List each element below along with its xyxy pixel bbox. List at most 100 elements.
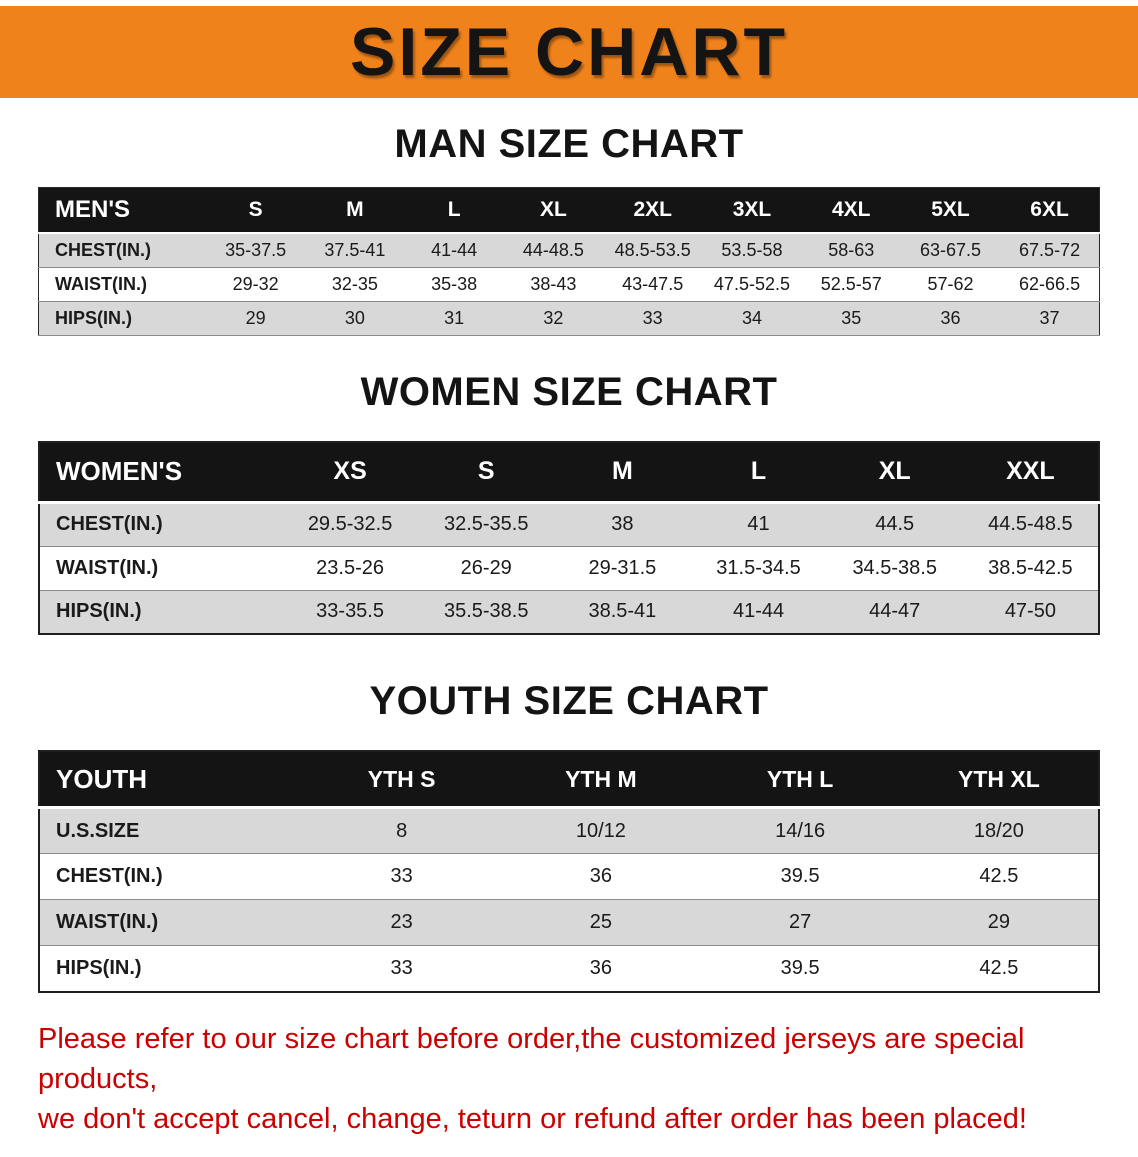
size-header-cell: YTH S	[302, 751, 502, 808]
banner: SIZE CHART	[0, 6, 1138, 98]
value-cell: 47-50	[1004, 600, 1056, 623]
size-header-cell: YTH L	[700, 751, 900, 808]
row-label-cell: HIPS(IN.)	[56, 600, 142, 623]
row-label-cell: CHEST(IN.)	[56, 513, 163, 535]
value-cell: 41-44	[431, 239, 478, 260]
value-cell: 29-32	[232, 273, 279, 294]
value-cell: 38	[611, 513, 634, 535]
value-cell: 62-66.5	[1019, 273, 1081, 294]
women-section-heading: WOMEN SIZE CHART	[360, 369, 778, 414]
size-header-cell: 3XL	[702, 187, 802, 233]
value-cell: 31.5-34.5	[716, 556, 801, 579]
row-label-cell: HIPS(IN.)	[56, 956, 142, 979]
size-header-cell: M	[554, 441, 691, 502]
size-header-cell: S	[206, 187, 306, 233]
size-header-cell: L	[404, 187, 504, 233]
row-label-cell: CHEST(IN.)	[56, 865, 163, 887]
value-cell: 53.5-58	[721, 239, 783, 260]
value-cell: 42.5	[979, 865, 1019, 887]
size-header-cell: YTH M	[501, 751, 701, 808]
table-row: WAIST(IN.) 23.5-26 26-29 29-31.5 31.5-34.5 34…	[39, 546, 1099, 590]
value-cell: 63-67.5	[919, 239, 982, 260]
value-cell: 35-37.5	[225, 239, 287, 260]
table-title-cell: YOUTH	[39, 751, 302, 808]
table-row: HIPS(IN.) 33-35.5 35.5-38.5 38.5-41 41-44 44-…	[39, 590, 1099, 634]
size-header-cell: 5XL	[900, 187, 1001, 233]
value-cell: 52.5-57	[820, 273, 882, 294]
value-cell: 34.5-38.5	[852, 556, 937, 579]
value-cell: 43-47.5	[622, 273, 684, 294]
value-cell: 41	[747, 513, 770, 535]
value-cell: 33	[390, 956, 413, 979]
value-cell: 38.5-41	[588, 600, 657, 623]
value-cell: 44.5	[875, 513, 915, 535]
table-row: WAIST(IN.) 23 25 27 29	[39, 899, 1099, 946]
value-cell: 33-35.5	[316, 600, 384, 623]
size-header-cell: S	[418, 441, 555, 502]
value-cell: 41-44	[732, 600, 785, 623]
section-men: MAN SIZE CHART MEN'S S M L XL 2XL 3XL 4XL 5XL 6XL…	[0, 122, 1138, 336]
table-row: CHEST(IN.) 29.5-32.5 32.5-35.5 38 41 44.5 44.5…	[39, 502, 1099, 546]
size-header-cell: 2XL	[603, 187, 703, 233]
value-cell: 36	[589, 865, 612, 887]
value-cell: 47.5-52.5	[713, 273, 790, 294]
table-row: HIPS(IN.) 29 30 31 32 33 34 35 36 37	[38, 301, 1100, 335]
size-header-cell: 4XL	[801, 187, 901, 233]
value-cell: 34	[741, 307, 762, 328]
row-label-cell: WAIST(IN.)	[55, 273, 147, 294]
table-title-cell: WOMEN'S	[39, 441, 282, 502]
size-header-cell: YTH XL	[899, 751, 1099, 808]
value-cell: 44.5-48.5	[988, 513, 1073, 535]
disclaimer: Please refer to our size chart before or…	[0, 1019, 1138, 1139]
row-label-cell: CHEST(IN.)	[55, 239, 151, 260]
value-cell: 26-29	[460, 556, 512, 579]
table-row: CHEST(IN.) 33 36 39.5 42.5	[39, 853, 1099, 900]
section-youth: YOUTH SIZE CHART YOUTH YTH S YTH M YTH L YTH…	[0, 679, 1138, 993]
value-cell: 35.5-38.5	[443, 600, 529, 623]
value-cell: 18/20	[973, 819, 1024, 842]
value-cell: 38.5-42.5	[988, 556, 1073, 579]
value-cell: 33	[642, 307, 663, 328]
size-header-cell: 6XL	[1000, 187, 1100, 233]
row-label-cell: U.S.SIZE	[56, 819, 140, 842]
value-cell: 37.5-41	[324, 239, 386, 260]
row-label-cell: WAIST(IN.)	[56, 556, 159, 579]
value-cell: 29.5-32.5	[307, 513, 393, 535]
size-header-cell: XS	[282, 441, 419, 502]
value-cell: 48.5-53.5	[614, 239, 691, 260]
value-cell: 58-63	[828, 239, 875, 260]
value-cell: 36	[940, 307, 961, 328]
value-cell: 39.5	[780, 865, 820, 887]
value-cell: 25	[589, 911, 612, 933]
banner-title: SIZE CHART	[350, 14, 788, 90]
table-title-cell: MEN'S	[38, 187, 206, 233]
value-cell: 35-38	[431, 273, 478, 294]
value-cell: 32-35	[331, 273, 378, 294]
value-cell: 29	[987, 911, 1010, 933]
value-cell: 10/12	[575, 819, 626, 842]
header-row: YOUTH YTH S YTH M YTH L YTH XL	[39, 751, 1099, 808]
value-cell: 30	[344, 307, 365, 328]
value-cell: 57-62	[927, 273, 974, 294]
value-cell: 14/16	[775, 819, 826, 842]
men-size-table: MEN'S S M L XL 2XL 3XL 4XL 5XL 6XL CHEST(IN.) 35-37…	[38, 187, 1100, 336]
disclaimer-line-1: Please refer to our size chart before or…	[38, 1022, 1025, 1095]
value-cell: 23.5-26	[316, 556, 384, 579]
value-cell: 35	[841, 307, 862, 328]
value-cell: 29	[245, 307, 266, 328]
table-row: WAIST(IN.) 29-32 32-35 35-38 38-43 43-47.5 47.…	[38, 267, 1100, 301]
row-label-cell: HIPS(IN.)	[55, 307, 133, 328]
value-cell: 29-31.5	[588, 556, 657, 579]
women-size-table: WOMEN'S XS S M L XL XXL CHEST(IN.) 29.5-32.5 32.5…	[38, 440, 1100, 635]
section-women: WOMEN SIZE CHART WOMEN'S XS S M L XL XXL CHEST(…	[0, 369, 1138, 635]
value-cell: 67.5-72	[1019, 239, 1081, 260]
value-cell: 42.5	[979, 956, 1019, 979]
size-header-cell: XL	[826, 441, 963, 502]
value-cell: 23	[390, 911, 413, 933]
value-cell: 39.5	[780, 956, 820, 979]
value-cell: 36	[589, 956, 612, 979]
row-label-cell: WAIST(IN.)	[56, 911, 159, 933]
disclaimer-line-2: we don't accept cancel, change, teturn o…	[38, 1102, 1027, 1135]
value-cell: 33	[390, 865, 413, 887]
